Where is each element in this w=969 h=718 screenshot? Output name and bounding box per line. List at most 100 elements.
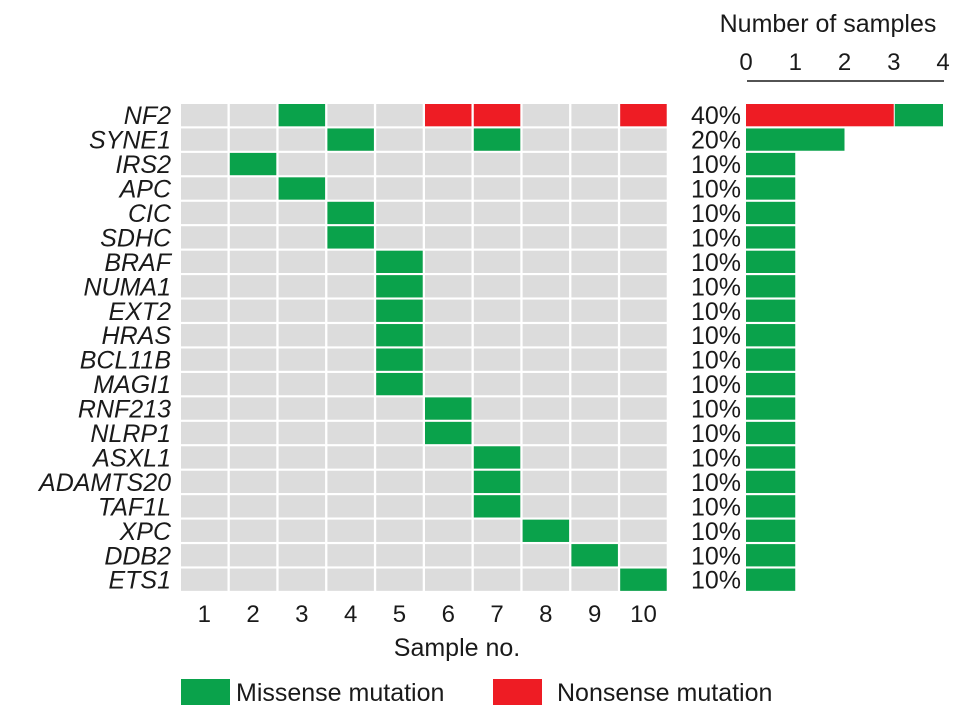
grid-cell [522, 299, 570, 322]
mutation-cell-missense [229, 152, 277, 176]
grid-cell [181, 128, 228, 151]
mutation-cell-missense [327, 128, 374, 151]
bar-axis-tick-label: 1 [789, 49, 802, 76]
grid-cell [522, 152, 570, 176]
legend: Missense mutation Nonsense mutation [181, 679, 772, 707]
gene-label: SDHC [100, 224, 172, 252]
count-bar-segment [746, 544, 796, 567]
grid-cell [620, 519, 667, 542]
mutation-cell-missense [327, 201, 374, 225]
mutation-cell-missense [425, 421, 472, 445]
grid-cell [571, 348, 618, 371]
grid-cell [278, 128, 326, 151]
percentage-label: 10% [691, 176, 741, 204]
grid-cell [425, 299, 472, 322]
gene-label: TAF1L [98, 493, 171, 521]
grid-cell [522, 421, 570, 445]
grid-cell [522, 128, 570, 151]
grid-cell [522, 372, 570, 396]
bar-axis-tick-label: 4 [936, 49, 949, 76]
grid-cell [181, 104, 228, 127]
grid-cell [376, 568, 423, 591]
mutation-cell-missense [473, 495, 521, 518]
grid-cell [473, 201, 521, 225]
grid-cell [522, 324, 570, 347]
grid-cell [376, 421, 423, 445]
percentage-label: 10% [691, 420, 741, 448]
count-bar-segment [746, 397, 796, 420]
percentage-label: 10% [691, 151, 741, 179]
grid-cell [229, 519, 277, 542]
gene-label: APC [118, 176, 172, 204]
percentage-label: 40% [691, 102, 741, 130]
grid-cell [278, 152, 326, 176]
grid-cell [425, 324, 472, 347]
percentage-label: 10% [691, 224, 741, 252]
gene-label: NUMA1 [83, 273, 171, 301]
count-bar-segment [746, 201, 796, 225]
grid-cell [620, 275, 667, 298]
grid-cell [181, 275, 228, 298]
mutation-cell-nonsense [425, 104, 472, 127]
mutation-cell-nonsense [620, 104, 667, 127]
grid-cell [425, 348, 472, 371]
grid-cell [278, 421, 326, 445]
grid-cell [425, 470, 472, 494]
mutation-cell-missense [376, 299, 423, 322]
percentage-label: 10% [691, 371, 741, 399]
bar-axis-tick-label: 0 [739, 49, 752, 76]
grid-cell [473, 519, 521, 542]
mutation-cell-missense [376, 250, 423, 273]
grid-cell [571, 226, 618, 249]
grid-cell [278, 372, 326, 396]
grid-cell [425, 372, 472, 396]
percentage-label: 10% [691, 493, 741, 521]
bar-axis-title: Number of samples [720, 10, 937, 38]
legend-swatch-nonsense [493, 679, 542, 705]
sample-tick-label: 3 [295, 601, 308, 628]
grid-cell [327, 324, 374, 347]
sample-count-bars [746, 104, 943, 591]
grid-cell [425, 128, 472, 151]
percentage-label: 10% [691, 542, 741, 570]
grid-cell [181, 470, 228, 494]
grid-cell [620, 226, 667, 249]
grid-cell [522, 275, 570, 298]
grid-cell [620, 128, 667, 151]
grid-cell [571, 152, 618, 176]
grid-cell [473, 226, 521, 249]
gene-label: BCL11B [80, 347, 171, 375]
grid-cell [522, 250, 570, 273]
grid-cell [473, 348, 521, 371]
grid-cell [522, 226, 570, 249]
grid-cell [278, 397, 326, 420]
count-bar-segment [746, 324, 796, 347]
grid-cell [376, 152, 423, 176]
grid-cell [620, 495, 667, 518]
count-bar-segment [746, 152, 796, 176]
percentage-label: 10% [691, 567, 741, 595]
gene-label: ASXL1 [91, 444, 171, 472]
grid-cell [376, 201, 423, 225]
percentage-labels: 40%20%10%10%10%10%10%10%10%10%10%10%10%1… [691, 102, 741, 595]
grid-cell [473, 397, 521, 420]
grid-cell [620, 421, 667, 445]
percentage-label: 10% [691, 396, 741, 424]
grid-cell [620, 470, 667, 494]
grid-cell [620, 201, 667, 225]
grid-cell [376, 544, 423, 567]
gene-label: CIC [128, 200, 172, 228]
grid-cell [229, 348, 277, 371]
sample-tick-label: 4 [344, 601, 357, 628]
grid-cell [181, 446, 228, 469]
grid-cell [229, 568, 277, 591]
grid-cell [571, 446, 618, 469]
grid-cell [425, 177, 472, 200]
sample-tick-label: 5 [393, 601, 406, 628]
grid-cell [327, 397, 374, 420]
grid-cell [327, 495, 374, 518]
grid-cell [327, 544, 374, 567]
count-bar-segment [746, 299, 796, 322]
grid-cell [229, 226, 277, 249]
